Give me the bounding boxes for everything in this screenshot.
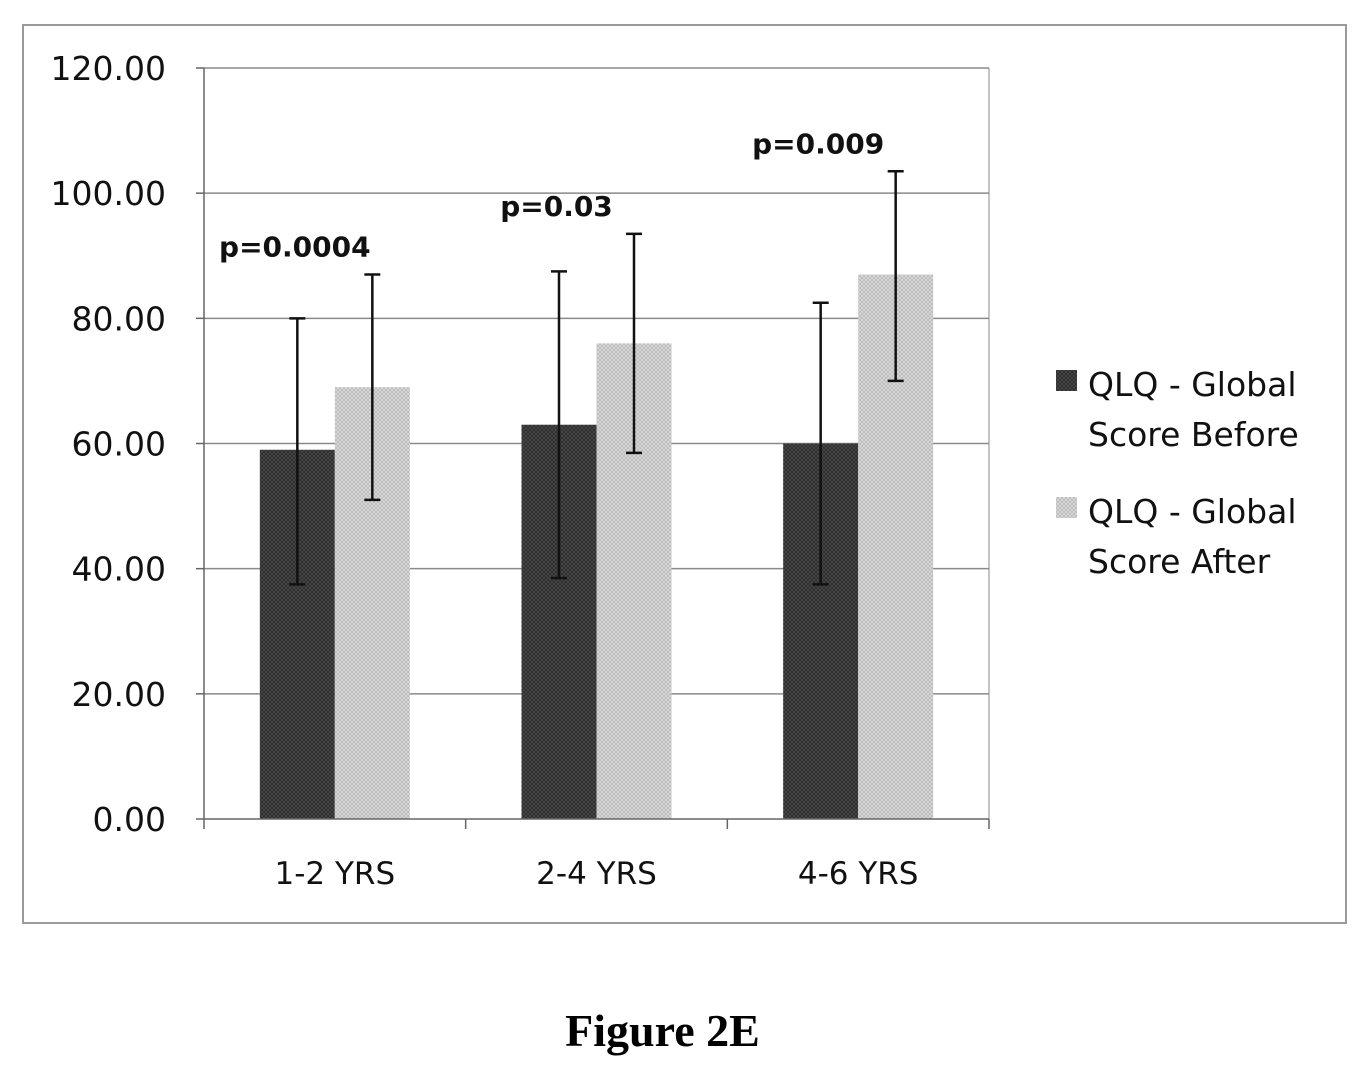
x-tick-label: 4-6 YRS (798, 856, 919, 892)
y-tick-label: 20.00 (72, 675, 166, 714)
legend-label: QLQ - Global (1088, 365, 1297, 404)
legend-swatch (1056, 497, 1077, 518)
x-tick-label: 2-4 YRS (536, 856, 657, 892)
y-tick-label: 0.00 (93, 800, 166, 839)
legend-swatch (1056, 370, 1077, 391)
p-value-annotation: p=0.03 (500, 190, 613, 223)
chart-border (22, 24, 1347, 924)
figure-caption: Figure 2E (565, 1005, 760, 1056)
y-tick-label: 120.00 (51, 49, 166, 88)
y-tick-label: 60.00 (72, 425, 166, 464)
p-value-annotation: p=0.009 (752, 127, 884, 160)
legend-label: QLQ - Global (1088, 492, 1297, 531)
x-tick-label: 1-2 YRS (275, 856, 396, 892)
chart: 0.00 20.00 40.00 60.00 80.00 100.00 120.00 1-2 … (22, 24, 1347, 924)
legend-label: Score After (1088, 542, 1271, 581)
legend-label: Score Before (1088, 415, 1299, 454)
p-value-annotation: p=0.0004 (219, 231, 371, 264)
y-tick-label: 80.00 (72, 299, 166, 338)
y-tick-label: 100.00 (51, 174, 166, 213)
y-tick-label: 40.00 (72, 550, 166, 589)
